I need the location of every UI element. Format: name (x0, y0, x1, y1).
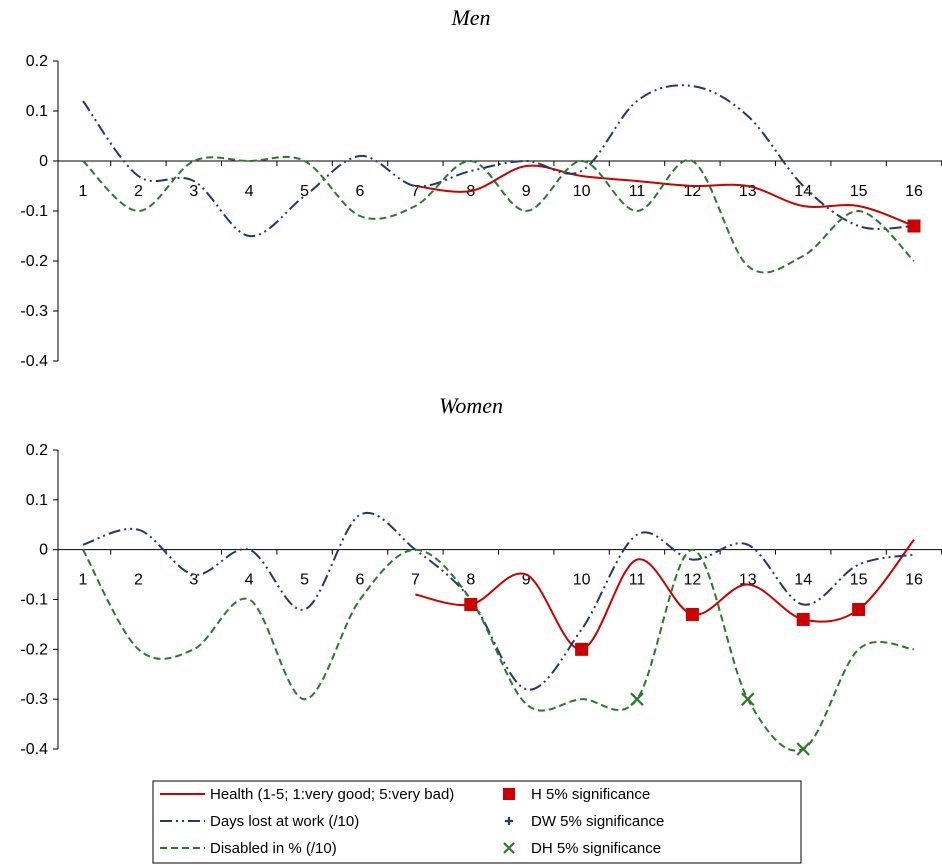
dh-significance-marker (796, 742, 810, 756)
y-tick-label: -0.1 (20, 203, 48, 220)
x-tick-label: 7 (411, 183, 420, 200)
x-tick-label: 14 (794, 572, 812, 589)
x-tick-label: 2 (134, 572, 143, 589)
chart-title-men: Men (450, 5, 490, 30)
legend-marker-square (503, 788, 515, 800)
x-tick-label: 10 (573, 183, 591, 200)
y-tick-label: -0.4 (20, 353, 48, 370)
legend-label: H 5% significance (531, 786, 650, 803)
x-tick-label: 12 (684, 183, 702, 200)
x-tick-label: 3 (189, 183, 198, 200)
x-tick-label: 1 (79, 183, 88, 200)
h-significance-marker (685, 607, 699, 621)
x-tick-label: 10 (573, 572, 591, 589)
y-tick-label: -0.2 (20, 253, 48, 270)
dh-significance-marker (741, 692, 755, 706)
x-tick-label: 15 (850, 183, 868, 200)
y-tick-label: 0 (39, 153, 48, 170)
series-line-men-1 (415, 164, 915, 227)
x-tick-label: 4 (245, 572, 254, 589)
series-line-women-2 (82, 511, 915, 691)
y-tick-label: 0.2 (26, 53, 48, 70)
x-tick-label: 2 (134, 183, 143, 200)
x-tick-label: 8 (466, 572, 475, 589)
h-significance-marker (575, 642, 589, 656)
x-tick-label: 11 (629, 572, 646, 589)
legend-label: DW 5% significance (531, 813, 664, 830)
x-tick-label: 5 (300, 183, 309, 200)
x-tick-label: 16 (905, 572, 923, 589)
legend-label: Health (1-5; 1:very good; 5:very bad) (210, 786, 454, 803)
y-tick-label: 0.1 (26, 492, 48, 509)
series-line-women-3 (82, 548, 915, 752)
x-tick-label: 14 (794, 183, 812, 200)
x-tick-label: 1 (79, 572, 88, 589)
series-line-men-2 (82, 84, 915, 238)
x-tick-label: 11 (629, 183, 646, 200)
chart-title-women: Women (439, 393, 503, 418)
x-tick-label: 12 (684, 572, 702, 589)
h-significance-marker (464, 597, 478, 611)
chart-legend: Health (1-5; 1:very good; 5:very bad) H 5… (152, 780, 802, 864)
series-line-women-1 (415, 539, 915, 651)
y-tick-label: -0.2 (20, 641, 48, 658)
x-tick-label: 9 (522, 572, 531, 589)
y-tick-label: -0.4 (20, 741, 48, 758)
x-tick-label: 16 (905, 183, 923, 200)
legend-label: Disabled in % (/10) (210, 840, 337, 857)
h-significance-marker (796, 612, 810, 626)
legend-marker-plus (505, 817, 513, 825)
x-tick-label: 9 (522, 183, 531, 200)
x-tick-label: 5 (300, 572, 309, 589)
y-tick-label: 0 (39, 542, 48, 559)
legend-marker-x (503, 842, 515, 854)
y-tick-label: 0.2 (26, 442, 48, 459)
x-tick-label: 15 (850, 572, 868, 589)
y-tick-label: 0.1 (26, 103, 48, 120)
series-line-men-3 (82, 155, 915, 274)
x-tick-label: 4 (245, 183, 254, 200)
y-tick-label: -0.3 (20, 691, 48, 708)
legend-label: DH 5% significance (531, 840, 661, 857)
h-significance-marker (852, 602, 866, 616)
legend-label: Days lost at work (/10) (210, 813, 359, 830)
x-tick-label: 6 (356, 572, 365, 589)
legend-box (152, 780, 802, 864)
y-tick-label: -0.3 (20, 303, 48, 320)
dh-significance-marker (630, 692, 644, 706)
y-tick-label: -0.1 (20, 592, 48, 609)
x-tick-label: 6 (356, 183, 365, 200)
x-tick-label: 3 (189, 572, 198, 589)
x-tick-label: 7 (411, 572, 420, 589)
h-significance-marker (907, 219, 921, 233)
